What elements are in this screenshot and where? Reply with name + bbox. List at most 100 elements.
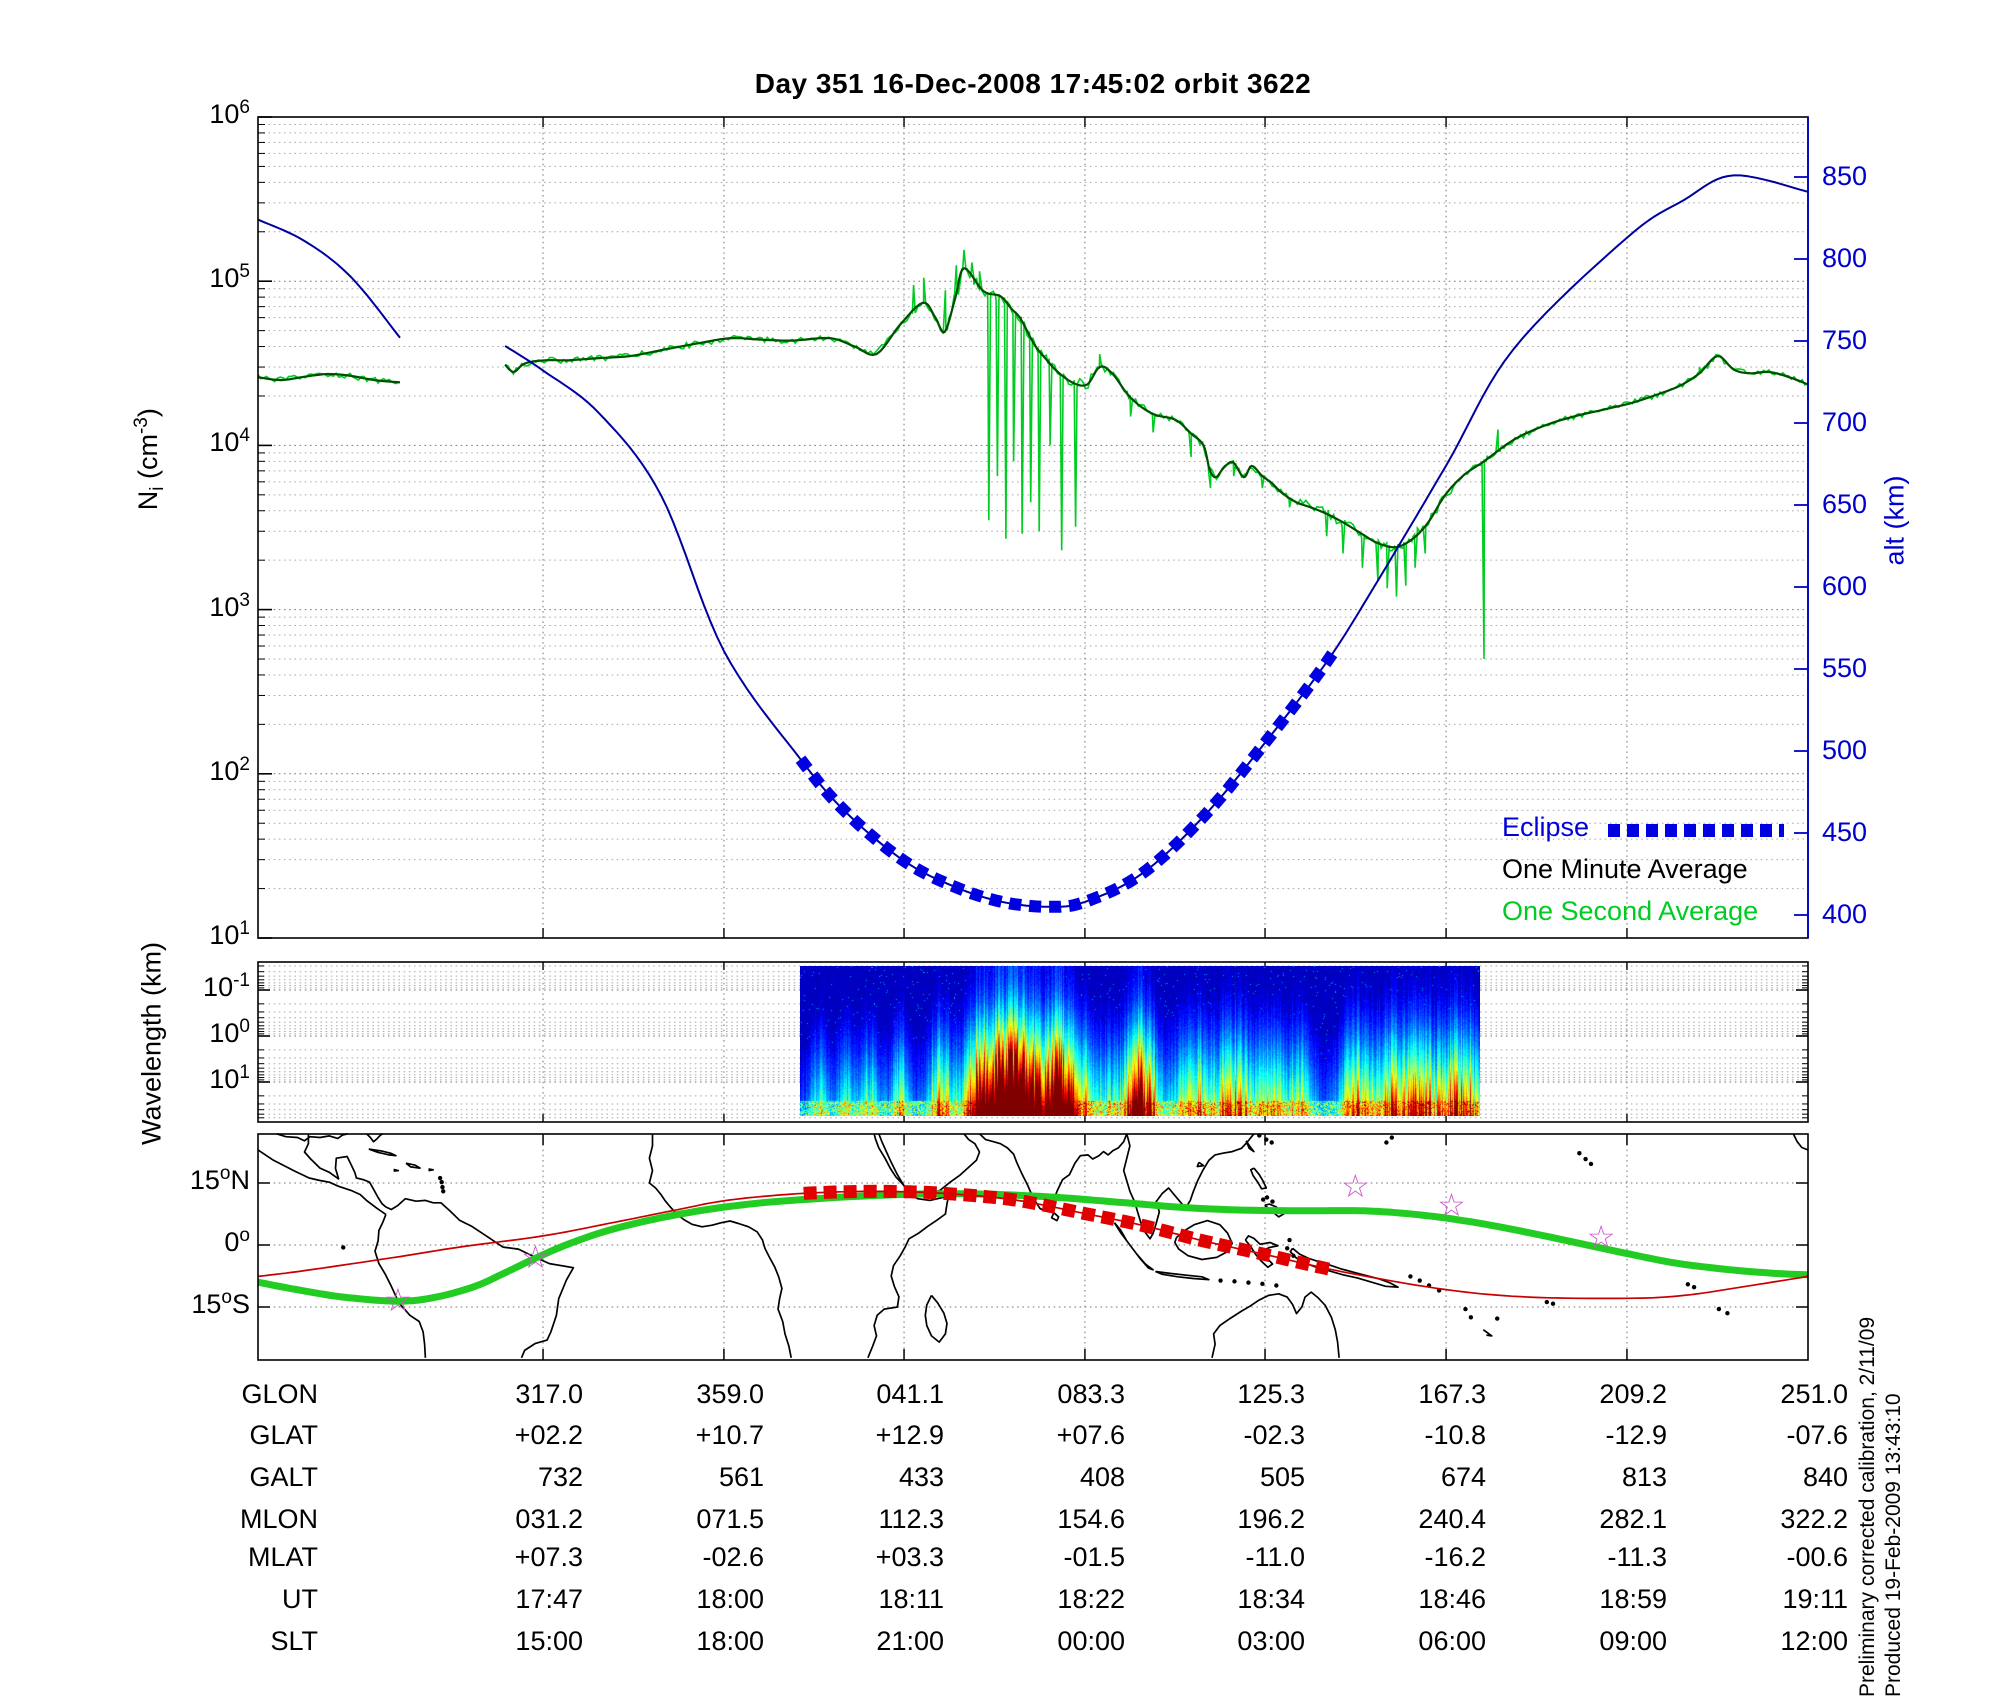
density-tick-label: 105 [209,261,250,294]
wavelength-tick-label: 101 [209,1062,250,1094]
table-row-label: GLAT [249,1420,318,1450]
latitude-tick-label: 15oS [191,1287,250,1319]
table-cell: 561 [718,1462,764,1492]
altitude-tick-label: 650 [1822,489,1868,519]
density-tick-label: 101 [209,918,250,950]
density-altitude-plot [257,116,1809,939]
table-cell: 19:11 [1782,1584,1848,1614]
table-row-label: UT [282,1584,318,1614]
ni-label-sup: -3 [130,417,152,435]
table-row-label: SLT [270,1626,318,1656]
latitude-tick-label: 0o [224,1225,250,1257]
table-cell: 18:00 [696,1584,764,1614]
figure-title: Day 351 16-Dec-2008 17:45:02 orbit 3622 [754,68,1312,99]
legend-row-one-second: One Second Average [1502,896,1758,938]
table-cell: -07.6 [1786,1420,1848,1450]
altitude-tick-label: 750 [1822,325,1868,355]
ni-label-sub: i [147,486,169,491]
table-cell: 359.0 [696,1379,764,1409]
table-cell: +02.2 [514,1420,583,1450]
table-cell: +10.7 [695,1420,764,1450]
ground-station-star-icon: ☆ [1437,1187,1466,1223]
table-cell: 674 [1440,1462,1486,1492]
table-cell: 167.3 [1418,1379,1486,1409]
table-cell: -02.3 [1243,1420,1305,1450]
table-cell: 251.0 [1780,1379,1848,1409]
table-row-label: MLAT [247,1542,318,1572]
y-axis-label-density: Ni (cm-3) [131,339,169,579]
table-cell: 240.4 [1418,1504,1486,1534]
table-cell: 18:00 [696,1626,764,1656]
altitude-tick-label: 700 [1822,407,1868,437]
altitude-tick-label: 600 [1822,571,1868,601]
table-cell: 408 [1079,1462,1125,1492]
table-cell: 18:46 [1418,1584,1486,1614]
legend-row-one-minute: One Minute Average [1502,854,1758,896]
table-cell: -10.8 [1424,1420,1486,1450]
table-cell: 17:47 [515,1584,583,1614]
altitude-tick-label: 400 [1822,899,1868,929]
table-cell: +07.3 [514,1542,583,1572]
table-cell: 125.3 [1237,1379,1305,1409]
altitude-tick-label: 500 [1822,735,1868,765]
table-cell: +12.9 [875,1420,944,1450]
table-cell: 322.2 [1780,1504,1848,1534]
credit-line-produced: Produced 19-Feb-2009 13:43:10 [1882,1393,1905,1697]
ground-station-star-icon: ☆ [1587,1219,1616,1255]
table-cell: -00.6 [1786,1542,1848,1572]
density-tick-label: 102 [209,753,250,786]
table-cell: 112.3 [878,1504,944,1534]
table-cell: -11.3 [1607,1542,1667,1572]
wavelength-tick-label: 100 [209,1016,250,1048]
table-cell: -12.9 [1605,1420,1667,1450]
legend: Eclipse One Minute Average One Second Av… [1502,812,1784,938]
altitude-tick-label: 450 [1822,817,1868,847]
table-cell: 317.0 [515,1379,583,1409]
table-cell: 03:00 [1237,1626,1305,1656]
table-cell: 18:22 [1057,1584,1125,1614]
ground-station-star-icon: ☆ [384,1282,413,1318]
table-cell: 840 [1802,1462,1848,1492]
table-cell: 09:00 [1599,1626,1667,1656]
y-axis-label-altitude: alt (km) [1879,475,1910,566]
table-cell: +03.3 [875,1542,944,1572]
table-row-label: GLON [241,1379,318,1409]
legend-label-eclipse: Eclipse [1502,812,1590,842]
table-cell: -01.5 [1063,1542,1125,1572]
altitude-tick-label: 850 [1822,161,1868,191]
table-cell: +07.6 [1056,1420,1125,1450]
table-cell: 18:34 [1237,1584,1305,1614]
table-cell: 041.1 [876,1379,944,1409]
table-cell: 06:00 [1418,1626,1486,1656]
density-tick-label: 106 [209,97,250,129]
spectrogram-heatmap [800,966,1480,1116]
legend-row-eclipse: Eclipse [1502,812,1784,854]
ground-station-star-icon: ☆ [1341,1168,1370,1204]
ni-label-end: ) [132,408,163,418]
density-tick-label: 103 [209,589,250,622]
table-row-label: MLON [239,1504,318,1534]
legend-label-one-second: One Second Average [1502,896,1759,926]
table-cell: -02.6 [702,1542,764,1572]
table-cell: 083.3 [1057,1379,1125,1409]
latitude-tick-label: 15oN [189,1163,250,1195]
table-cell: 154.6 [1057,1504,1125,1534]
eclipse-dash-swatch [1608,824,1784,837]
table-cell: 196.2 [1237,1504,1305,1534]
table-cell: -11.0 [1245,1542,1305,1572]
ground-track-map: ☆ ☆ ☆ ☆ ☆ [257,1132,1810,1361]
altitude-tick-label: 800 [1822,243,1868,273]
table-cell: 15:00 [515,1626,583,1656]
table-cell: 505 [1259,1462,1305,1492]
table-cell: 12:00 [1780,1626,1848,1656]
table-cell: 21:00 [876,1626,944,1656]
table-row-label: GALT [249,1462,318,1492]
ni-label-base: N [132,490,163,511]
credit-line-calibration: Preliminary corrected calibration, 2/11/… [1856,1316,1879,1697]
ground-station-star-icon: ☆ [521,1239,550,1275]
legend-label-one-minute: One Minute Average [1502,854,1748,884]
table-cell: 433 [898,1462,944,1492]
table-cell: 031.2 [515,1504,583,1534]
table-cell: 18:11 [878,1584,944,1614]
